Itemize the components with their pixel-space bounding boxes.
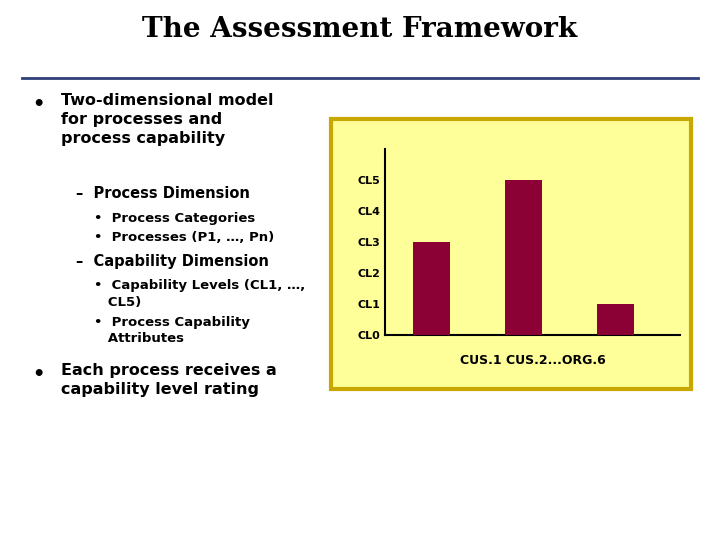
Bar: [598, 303, 634, 335]
Text: Each process receives a
capability level rating: Each process receives a capability level…: [61, 363, 277, 397]
Text: •  Process Categories: • Process Categories: [94, 212, 255, 225]
Text: •: •: [32, 94, 45, 113]
Bar: [413, 241, 450, 335]
Text: The Assessment Framework: The Assessment Framework: [143, 16, 577, 43]
Text: –  Capability Dimension: – Capability Dimension: [76, 254, 269, 269]
Text: CUS.1 CUS.2...ORG.6: CUS.1 CUS.2...ORG.6: [460, 354, 606, 367]
Text: –  Process Dimension: – Process Dimension: [76, 186, 249, 201]
Text: •: •: [32, 364, 45, 383]
FancyBboxPatch shape: [331, 119, 691, 389]
Bar: [505, 179, 542, 335]
Text: •  Process Capability
   Attributes: • Process Capability Attributes: [94, 316, 249, 346]
Text: •  Capability Levels (CL1, …,
   CL5): • Capability Levels (CL1, …, CL5): [94, 279, 305, 309]
Text: Two-dimensional model
for processes and
process capability: Two-dimensional model for processes and …: [61, 93, 274, 146]
Text: •  Processes (P1, …, Pn): • Processes (P1, …, Pn): [94, 231, 274, 244]
